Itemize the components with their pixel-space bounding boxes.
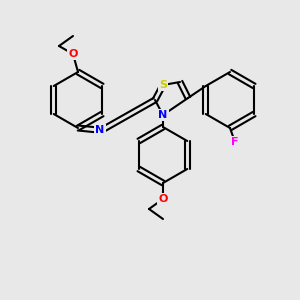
Text: O: O (158, 194, 168, 204)
Text: N: N (95, 125, 105, 135)
Text: S: S (159, 80, 167, 90)
Text: F: F (231, 137, 239, 147)
Text: O: O (68, 49, 78, 59)
Text: N: N (158, 110, 168, 120)
